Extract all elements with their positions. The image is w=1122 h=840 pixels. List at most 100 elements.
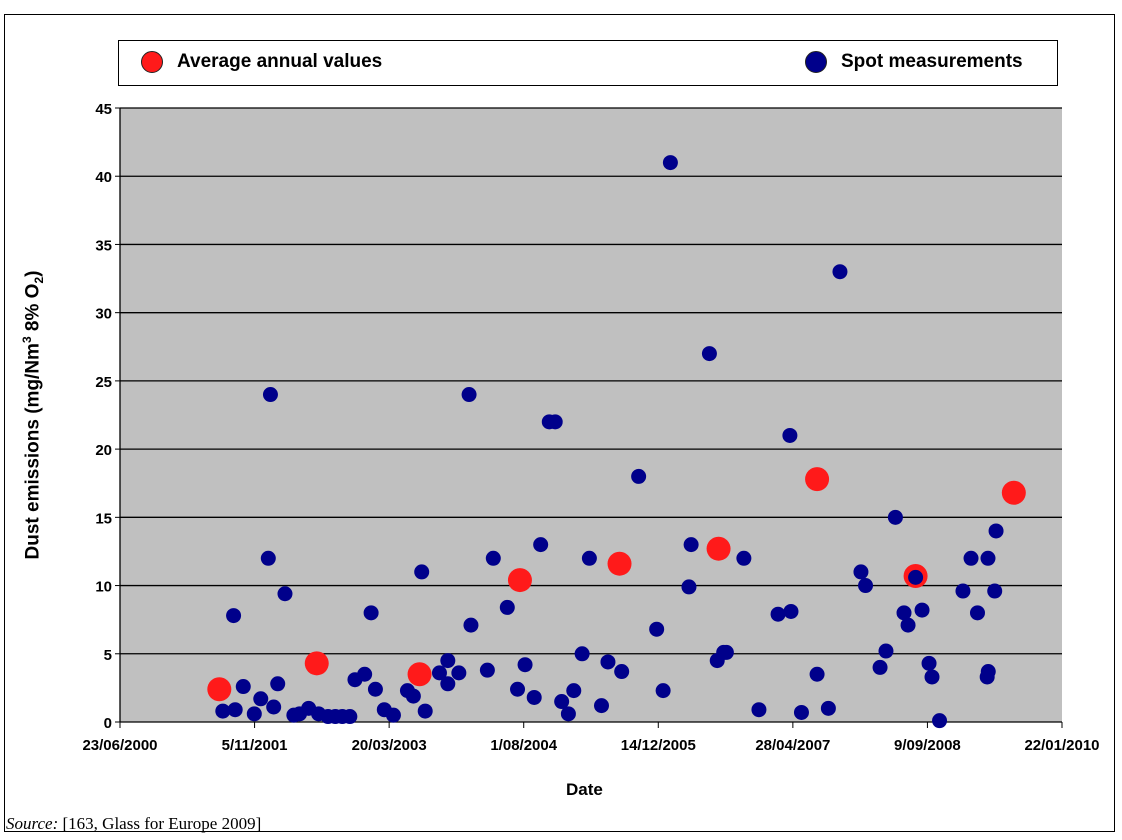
legend-item-spot: Spot measurements <box>805 51 1023 73</box>
spot-point <box>440 676 456 692</box>
y-tick-label: 40 <box>95 169 112 186</box>
spot-point <box>853 564 869 580</box>
spot-point <box>914 602 930 618</box>
y-tick-labels: 0 5 10 15 20 25 30 35 40 45 <box>95 101 112 732</box>
spot-point <box>440 653 456 669</box>
x-tick-label: 28/04/2007 <box>755 737 830 754</box>
average-point <box>304 651 329 676</box>
spot-point <box>367 681 383 697</box>
spot-point <box>872 659 888 675</box>
y-tick-label: 35 <box>95 237 112 254</box>
x-tick-label: 9/09/2008 <box>894 737 961 754</box>
average-annual-series <box>207 467 1026 702</box>
spot-point <box>235 679 251 695</box>
spot-point <box>266 699 282 715</box>
spot-point <box>560 706 576 722</box>
spot-point <box>736 550 752 566</box>
average-point <box>706 536 731 561</box>
legend-item-average: Average annual values <box>141 51 382 73</box>
spot-measurement-series <box>215 155 1004 729</box>
spot-point <box>593 698 609 714</box>
x-tick-label: 14/12/2005 <box>621 737 696 754</box>
spot-point <box>662 155 678 171</box>
legend-label-spot: Spot measurements <box>841 51 1023 72</box>
spot-point <box>683 537 699 553</box>
spot-point <box>887 509 903 525</box>
x-tick-label: 22/01/2010 <box>1024 737 1099 754</box>
average-point <box>207 677 232 702</box>
spot-point <box>924 669 940 685</box>
x-tick-label: 1/08/2004 <box>490 737 557 754</box>
spot-point <box>600 654 616 670</box>
spot-point <box>414 564 430 580</box>
spot-point <box>547 414 563 430</box>
spot-point <box>751 702 767 718</box>
average-point <box>1001 480 1026 505</box>
spot-point <box>820 700 836 716</box>
y-tick-label: 25 <box>95 374 112 391</box>
spot-point <box>246 706 262 722</box>
spot-point <box>385 707 401 723</box>
average-point <box>805 467 830 492</box>
average-point <box>607 551 632 576</box>
spot-point <box>908 569 924 585</box>
x-tick-labels: 23/06/2000 5/11/2001 20/03/2003 1/08/2004 14… <box>82 737 1099 754</box>
y-tick-label: 0 <box>104 715 112 732</box>
spot-point <box>405 688 421 704</box>
y-axis-title: Dust emissions (mg/Nm3 8% O2) <box>19 270 47 560</box>
spot-point <box>932 713 948 729</box>
spot-point <box>655 683 671 699</box>
spot-point <box>963 550 979 566</box>
x-tick-label: 23/06/2000 <box>82 737 157 754</box>
spot-point <box>649 621 665 637</box>
spot-point <box>479 662 495 678</box>
x-tick-label: 20/03/2003 <box>352 737 427 754</box>
spot-point <box>793 704 809 720</box>
spot-point <box>896 605 912 621</box>
spot-point <box>431 665 447 681</box>
spot-point <box>227 702 243 718</box>
spot-point <box>987 583 1003 599</box>
source-text: [163, Glass for Europe 2009] <box>58 814 262 833</box>
source-note: Source: [163, Glass for Europe 2009] <box>6 814 261 834</box>
spot-point <box>809 666 825 682</box>
y-tick-label: 15 <box>95 510 112 527</box>
spot-point <box>681 579 697 595</box>
spot-point <box>417 703 433 719</box>
spot-point <box>832 264 848 280</box>
spot-point <box>878 643 894 659</box>
spot-point <box>253 691 269 707</box>
spot-point <box>701 346 717 362</box>
spot-point <box>783 603 799 619</box>
spot-point <box>718 644 734 660</box>
spot-point <box>858 578 874 594</box>
y-tick-label: 5 <box>104 647 112 664</box>
axes <box>115 107 1063 728</box>
spot-point <box>900 617 916 633</box>
spot-point <box>988 523 1004 539</box>
chart-frame <box>4 14 1115 832</box>
spot-point <box>499 599 515 615</box>
spot-point <box>581 550 597 566</box>
spot-point <box>342 709 358 725</box>
spot-point <box>566 683 582 699</box>
spot-point <box>485 550 501 566</box>
spot-point <box>980 550 996 566</box>
gridlines <box>120 107 1062 655</box>
spot-point <box>363 605 379 621</box>
spot-point <box>614 664 630 680</box>
spot-point <box>215 703 231 719</box>
spot-point <box>517 657 533 673</box>
spot-point <box>631 468 647 484</box>
x-tick-label: 5/11/2001 <box>222 737 288 754</box>
y-tick-label: 30 <box>95 306 112 323</box>
spot-point <box>463 617 479 633</box>
spot-point <box>533 537 549 553</box>
spot-point <box>226 608 242 624</box>
spot-point <box>554 694 570 710</box>
blue-dot-icon <box>805 51 827 73</box>
spot-point <box>461 387 477 403</box>
spot-point <box>574 646 590 662</box>
spot-point <box>921 655 937 671</box>
spot-point <box>526 689 542 705</box>
